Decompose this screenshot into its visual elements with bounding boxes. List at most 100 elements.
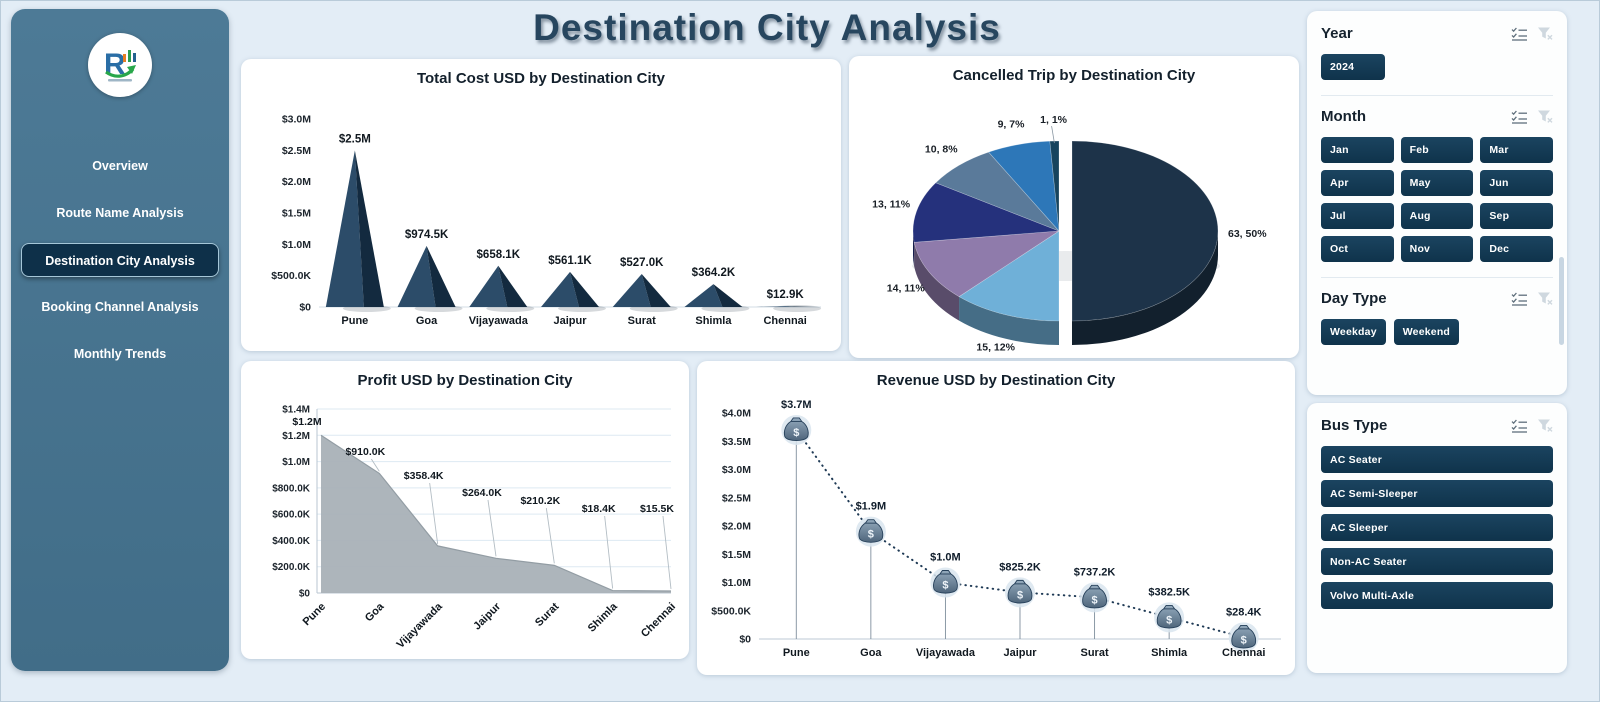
svg-text:$28.4K: $28.4K bbox=[1226, 606, 1262, 618]
filter-header-icons bbox=[1511, 26, 1553, 41]
svg-text:$3.7M: $3.7M bbox=[781, 399, 812, 411]
filter-label-year: Year bbox=[1321, 25, 1353, 42]
sidebar-item-destination-city-analysis[interactable]: Destination City Analysis bbox=[21, 243, 219, 277]
svg-text:$4.0M: $4.0M bbox=[722, 408, 751, 420]
money-bag-icon: $ bbox=[781, 414, 812, 445]
filter-option-month-oct[interactable]: Oct bbox=[1321, 236, 1394, 262]
filter-option-bus-type-ac-sleeper[interactable]: AC Sleeper bbox=[1321, 514, 1553, 541]
svg-text:$: $ bbox=[1241, 634, 1247, 646]
filter-section-month: Month Jan Feb Mar Apr May Jun Jul Aug Sep Oct Nov De… bbox=[1321, 95, 1553, 277]
svg-text:$1.9M: $1.9M bbox=[856, 501, 887, 513]
svg-text:$: $ bbox=[868, 529, 874, 541]
filter-option-month-feb[interactable]: Feb bbox=[1400, 137, 1474, 163]
profit-chart-title: Profit USD by Destination City bbox=[357, 372, 573, 389]
cancelled-trip-pie-chart[interactable]: 63, 50% 15, 12% 14, 11% 13, 11% 10, 8% 9, 7% 1… bbox=[849, 84, 1299, 358]
svg-text:Shimla: Shimla bbox=[586, 600, 621, 635]
profit-chart-card: Profit USD by Destination City $0 $200.0K… bbox=[241, 361, 689, 659]
multi-select-icon[interactable] bbox=[1511, 292, 1528, 306]
clear-filter-icon-glyph bbox=[1538, 292, 1553, 305]
svg-text:$1.0M: $1.0M bbox=[930, 552, 961, 564]
total-cost-chart-card: Total Cost USD by Destination City $0 $50… bbox=[241, 59, 841, 351]
filter-header-icons bbox=[1511, 291, 1553, 306]
svg-text:Surat: Surat bbox=[1081, 647, 1109, 659]
filter-option-month-jan[interactable]: Jan bbox=[1321, 137, 1394, 163]
sidebar: R Overview Route Name Analysis Destination… bbox=[11, 9, 229, 671]
svg-text:$: $ bbox=[942, 580, 948, 592]
multi-select-icon[interactable] bbox=[1511, 110, 1528, 124]
svg-text:Vijayawada: Vijayawada bbox=[916, 647, 976, 659]
svg-text:$0: $0 bbox=[299, 302, 311, 314]
svg-text:Pune: Pune bbox=[301, 601, 329, 629]
svg-text:$825.2K: $825.2K bbox=[999, 561, 1041, 573]
multi-select-icon[interactable] bbox=[1511, 27, 1528, 41]
filter-section-bus-type: Bus Type AC Seater AC Semi-Sleeper AC Sleep… bbox=[1321, 405, 1553, 624]
filter-option-bus-type-ac-seater[interactable]: AC Seater bbox=[1321, 446, 1553, 473]
svg-text:$1.5M: $1.5M bbox=[722, 549, 751, 561]
filter-option-bus-type-non-ac-seater[interactable]: Non-AC Seater bbox=[1321, 548, 1553, 575]
filter-option-month-may[interactable]: May bbox=[1400, 170, 1474, 196]
svg-text:$974.5K: $974.5K bbox=[405, 229, 449, 241]
svg-text:Jaipur: Jaipur bbox=[553, 315, 587, 327]
filter-options-year: 2024 bbox=[1321, 54, 1553, 80]
filter-option-bus-type-ac-semi-sleeper[interactable]: AC Semi-Sleeper bbox=[1321, 480, 1553, 507]
svg-text:Shimla: Shimla bbox=[695, 315, 732, 327]
total-cost-chart[interactable]: $0 $500.0K $1.0M $1.5M $2.0M $2.5M $3.0M $2.5M P… bbox=[241, 87, 841, 351]
revenue-line-chart[interactable]: $0 $500.0K $1.0M $1.5M $2.0M $2.5M $3.0M $3.5M $… bbox=[697, 389, 1295, 675]
sidebar-item-overview[interactable]: Overview bbox=[92, 159, 148, 173]
filter-option-year-2024[interactable]: 2024 bbox=[1321, 54, 1385, 80]
filter-options-month: Jan Feb Mar Apr May Jun Jul Aug Sep Oct Nov Dec bbox=[1321, 137, 1553, 262]
filter-header-bus-type: Bus Type bbox=[1321, 417, 1553, 434]
money-bag-icon: $ bbox=[855, 516, 886, 547]
svg-text:Shimla: Shimla bbox=[1151, 647, 1188, 659]
money-bag-icon: $ bbox=[1228, 622, 1259, 653]
filter-option-month-dec[interactable]: Dec bbox=[1480, 236, 1553, 262]
filter-options-bus-type: AC Seater AC Semi-Sleeper AC Sleeper Non-AC… bbox=[1321, 446, 1553, 609]
svg-text:$: $ bbox=[793, 427, 799, 439]
svg-text:Pune: Pune bbox=[341, 315, 368, 327]
filter-option-month-sep[interactable]: Sep bbox=[1480, 203, 1553, 229]
svg-text:Chennai: Chennai bbox=[1222, 647, 1265, 659]
svg-text:15, 12%: 15, 12% bbox=[976, 341, 1015, 353]
filter-option-month-aug[interactable]: Aug bbox=[1400, 203, 1474, 229]
svg-text:$210.2K: $210.2K bbox=[520, 495, 560, 507]
svg-text:13, 11%: 13, 11% bbox=[872, 198, 911, 210]
filter-option-month-mar[interactable]: Mar bbox=[1480, 137, 1553, 163]
filter-option-month-jun[interactable]: Jun bbox=[1480, 170, 1553, 196]
clear-filter-icon[interactable] bbox=[1537, 291, 1553, 306]
clear-filter-icon-glyph bbox=[1538, 419, 1553, 432]
filter-option-day-type-weekday[interactable]: Weekday bbox=[1321, 319, 1386, 345]
multi-select-icon-glyph bbox=[1511, 27, 1527, 41]
filter-header-day-type: Day Type bbox=[1321, 290, 1553, 307]
svg-text:$3.5M: $3.5M bbox=[722, 436, 751, 448]
clear-filter-icon[interactable] bbox=[1537, 109, 1553, 124]
filter-section-day-type: Day Type Weekday Weekend bbox=[1321, 277, 1553, 360]
svg-text:Chennai: Chennai bbox=[763, 315, 806, 327]
logo-graphic: R bbox=[104, 48, 136, 82]
filter-option-month-apr[interactable]: Apr bbox=[1321, 170, 1394, 196]
svg-text:$12.9K: $12.9K bbox=[767, 289, 805, 301]
sidebar-item-monthly-trends[interactable]: Monthly Trends bbox=[73, 347, 167, 361]
filter-option-bus-type-volvo-multi-axle[interactable]: Volvo Multi-Axle bbox=[1321, 582, 1553, 609]
filter-label-bus-type: Bus Type bbox=[1321, 417, 1388, 434]
svg-text:$1.5M: $1.5M bbox=[282, 208, 311, 220]
slicer-scrollbar[interactable] bbox=[1559, 257, 1564, 345]
svg-text:$3.0M: $3.0M bbox=[282, 114, 311, 126]
clear-filter-icon[interactable] bbox=[1537, 26, 1553, 41]
svg-text:Pune: Pune bbox=[783, 647, 810, 659]
clear-filter-icon[interactable] bbox=[1537, 418, 1553, 433]
cancelled-trip-chart-card: Cancelled Trip by Destination City 63, 5… bbox=[849, 56, 1299, 358]
svg-text:9, 7%: 9, 7% bbox=[998, 118, 1026, 130]
sidebar-item-booking-channel-analysis[interactable]: Booking Channel Analysis bbox=[41, 300, 199, 314]
svg-text:Vijayawada: Vijayawada bbox=[469, 315, 529, 327]
filter-option-month-nov[interactable]: Nov bbox=[1400, 236, 1474, 262]
profit-area-chart[interactable]: $0 $200.0K $400.0K $600.0K $800.0K $1.0M $1.2M… bbox=[241, 389, 689, 659]
multi-select-icon[interactable] bbox=[1511, 419, 1528, 433]
svg-text:$910.0K: $910.0K bbox=[345, 446, 385, 458]
svg-text:$1.0M: $1.0M bbox=[722, 577, 751, 589]
svg-text:$527.0K: $527.0K bbox=[620, 257, 664, 269]
total-cost-chart-title: Total Cost USD by Destination City bbox=[416, 70, 666, 87]
filter-option-day-type-weekend[interactable]: Weekend bbox=[1393, 319, 1460, 345]
sidebar-item-route-name-analysis[interactable]: Route Name Analysis bbox=[56, 206, 184, 220]
svg-text:$1.2M: $1.2M bbox=[292, 416, 321, 428]
filter-option-month-jul[interactable]: Jul bbox=[1321, 203, 1394, 229]
